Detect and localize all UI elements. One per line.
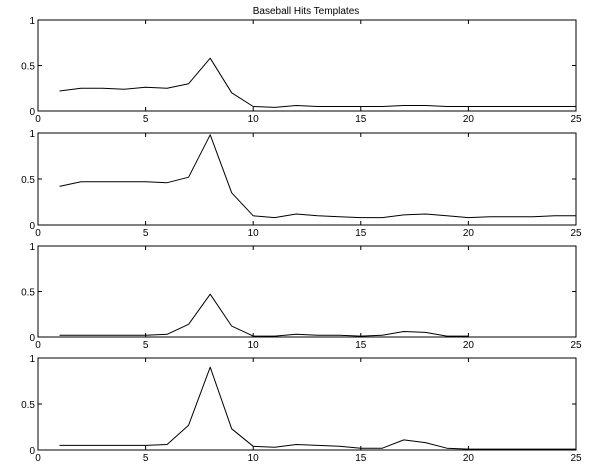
y-tick-label: 1 bbox=[29, 16, 35, 27]
chart-title: Baseball Hits Templates bbox=[253, 6, 360, 17]
x-tick-label: 5 bbox=[143, 340, 149, 351]
x-tick-label: 5 bbox=[143, 453, 149, 464]
y-tick-label: 0 bbox=[29, 221, 35, 232]
x-tick-label: 10 bbox=[248, 228, 260, 239]
x-tick-label: 15 bbox=[355, 228, 367, 239]
x-tick-label: 15 bbox=[355, 340, 367, 351]
axes-box bbox=[37, 19, 577, 112]
x-tick-label: 25 bbox=[570, 340, 582, 351]
y-tick-label: 0.5 bbox=[21, 288, 35, 299]
chart-panel-4: 0 5 10 15 20 25 0 0.5 1 bbox=[21, 354, 582, 464]
x-tick-label: 25 bbox=[570, 453, 582, 464]
x-tick-label: 0 bbox=[35, 453, 41, 464]
axes-box bbox=[37, 245, 577, 338]
axes-box bbox=[37, 132, 577, 226]
x-tick-label: 5 bbox=[143, 114, 149, 125]
x-tick-label: 20 bbox=[463, 340, 475, 351]
x-tick-label: 25 bbox=[570, 114, 582, 125]
y-tick-label: 1 bbox=[29, 129, 35, 140]
x-tick-label: 5 bbox=[143, 228, 149, 239]
x-tick-label: 20 bbox=[463, 114, 475, 125]
y-tick-label: 0 bbox=[29, 446, 35, 457]
x-tick-label: 10 bbox=[248, 453, 260, 464]
series-line bbox=[59, 57, 576, 108]
x-tick-label: 0 bbox=[35, 340, 41, 351]
y-tick-label: 0 bbox=[29, 107, 35, 118]
chart-panel-2: 0 5 10 15 20 25 0 0.5 1 bbox=[21, 129, 582, 239]
x-tick-label: 0 bbox=[35, 114, 41, 125]
x-tick-label: 20 bbox=[463, 228, 475, 239]
x-tick-label: 10 bbox=[248, 340, 260, 351]
y-tick-label: 1 bbox=[29, 242, 35, 253]
x-tick-label: 20 bbox=[463, 453, 475, 464]
x-tick-label: 25 bbox=[570, 228, 582, 239]
series-line bbox=[59, 134, 576, 219]
x-tick-label: 10 bbox=[248, 114, 260, 125]
axes-box bbox=[37, 357, 577, 451]
y-tick-label: 0.5 bbox=[21, 175, 35, 186]
chart-panel-1: 0 5 10 15 20 25 0 0.5 1 bbox=[21, 16, 582, 125]
x-tick-label: 0 bbox=[35, 228, 41, 239]
x-tick-label: 15 bbox=[355, 114, 367, 125]
chart-panel-3: 0 5 10 15 20 25 0 0.5 1 bbox=[21, 242, 582, 351]
series-line bbox=[59, 366, 576, 450]
y-tick-label: 0.5 bbox=[21, 62, 35, 73]
series-line bbox=[59, 293, 469, 337]
y-tick-label: 1 bbox=[29, 354, 35, 365]
y-tick-label: 0 bbox=[29, 333, 35, 344]
y-tick-label: 0.5 bbox=[21, 400, 35, 411]
x-tick-label: 15 bbox=[355, 453, 367, 464]
